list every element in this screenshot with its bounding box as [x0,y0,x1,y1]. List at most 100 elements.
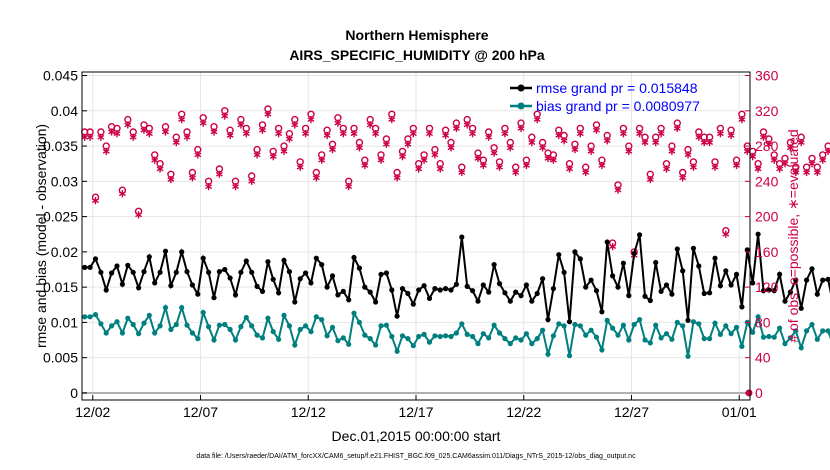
rmse-point [717,283,724,289]
obs-evaluated-marker [361,163,369,168]
bias-point [389,333,395,340]
obs-evaluated-marker [754,166,762,172]
rmse-point [637,232,643,238]
rmse-point [82,264,88,270]
bias-point [119,330,125,336]
legend-bias-label: bias grand pr = 0.0080977 [536,98,700,114]
bias-point [152,330,158,336]
obs-evaluated-marker [366,122,374,128]
rmse-point [723,268,729,274]
obs-evaluated-marker [625,148,633,154]
bias-point [658,335,664,341]
bias-point [545,351,551,357]
obs-evaluated-marker [312,175,320,181]
bias-point [211,337,217,343]
rmse-point [491,262,497,268]
bias-point [513,335,519,341]
rmse-point [701,290,707,297]
bias-point [351,310,357,316]
bias-point [87,314,93,320]
x-tick-label: 12/07 [183,404,218,420]
obs-evaluated-marker [603,138,611,144]
x-tick-label: 01/01 [722,404,757,420]
rmse-point [259,288,266,294]
obs-evaluated-marker [393,175,401,181]
rmse-point [335,292,341,298]
bias-point [480,331,486,337]
left-tick-label: 0.015 [43,279,78,295]
obs-evaluated-marker [636,131,644,137]
x-tick-label: 12/17 [398,404,433,420]
rmse-point [216,269,222,275]
rmse-point [367,289,373,295]
legend-bias-marker [517,102,525,110]
obs-evaluated-marker [641,140,649,145]
bias-point [238,324,244,330]
obs-evaluated-marker [275,131,283,137]
rmse-point [356,265,362,271]
bias-point [82,314,88,320]
rmse-point [103,287,109,293]
obs-evaluated-marker [695,134,703,140]
rmse-point [685,317,691,323]
rmse-point [378,271,384,277]
footnote: data file: /Users/raeder/DAI/ATM_forcXX/… [196,453,636,460]
bias-point [453,330,459,336]
rmse-point [448,287,454,293]
rmse-point [249,269,255,275]
rmse-point [141,269,147,275]
obs-evaluated-marker [248,178,256,184]
rmse-point [744,247,750,253]
obs-evaluated-marker [587,148,595,154]
bias-point [168,326,174,333]
bias-point [249,323,255,329]
obs-evaluated-marker [512,170,520,175]
rmse-point [351,254,357,261]
obs-evaluated-marker [329,147,336,152]
obs-evaluated-marker [657,131,665,137]
rmse-point [265,259,271,265]
obs-evaluated-marker [302,131,310,137]
bias-point [566,353,573,359]
bias-point [631,321,637,328]
obs-evaluated-marker [544,156,552,161]
obs-evaluated-marker [517,126,525,131]
bias-point [507,341,513,347]
bias-point [109,323,115,329]
rmse-point [443,286,449,292]
rmse-point [540,276,546,282]
rmse-point [281,257,287,263]
bias-point [125,315,131,321]
right-tick-label: 80 [755,314,771,330]
obs-evaluated-marker [145,131,153,137]
obs-evaluated-marker [760,134,767,140]
obs-evaluated-marker [102,148,110,154]
rmse-point [733,271,740,277]
rmse-point [157,269,163,275]
obs-evaluated-marker [420,157,428,163]
obs-evaluated-marker [663,166,670,172]
rmse-point [286,269,292,275]
bias-point [270,329,276,335]
obs-evaluated-marker [619,131,627,137]
rmse-point [319,262,325,268]
rmse-point [119,281,125,287]
bias-point [760,334,767,340]
bias-point [782,341,788,347]
bias-point [206,324,212,330]
bias-point [92,312,99,318]
bias-point [615,332,621,338]
bias-point [550,333,557,339]
obs-evaluated-marker [733,163,740,168]
bias-point [243,314,249,321]
bias-point [577,323,583,329]
bias-point [588,327,594,333]
bias-point [777,325,783,331]
rmse-point [599,309,605,315]
bias-point [518,337,524,343]
bias-point [335,338,341,344]
left-tick-label: 0.045 [43,68,78,84]
obs-count-markers [80,105,830,397]
bias-point [259,335,266,341]
